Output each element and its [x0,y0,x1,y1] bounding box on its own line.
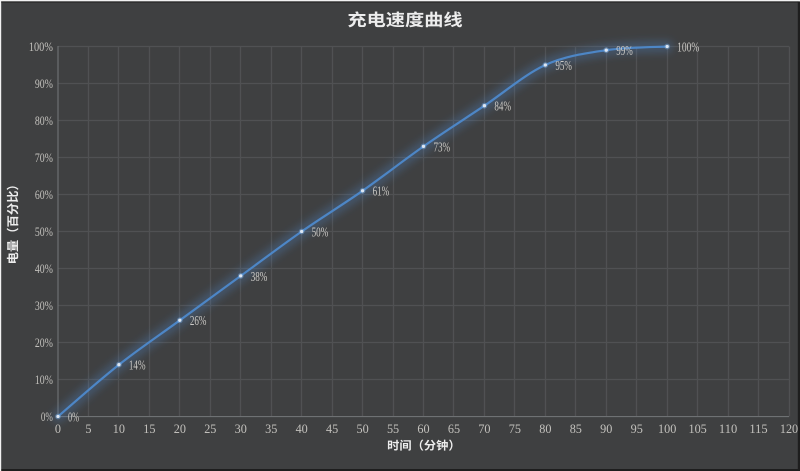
svg-text:90: 90 [600,422,612,436]
svg-text:120: 120 [780,422,798,436]
svg-text:115: 115 [749,422,767,436]
svg-text:25: 25 [204,422,216,436]
svg-text:75: 75 [509,422,521,436]
svg-text:85: 85 [570,422,582,436]
svg-text:65: 65 [448,422,460,436]
svg-text:38%: 38% [251,269,268,284]
svg-text:20: 20 [174,422,186,436]
svg-text:5: 5 [85,422,91,436]
svg-text:60%: 60% [35,187,53,202]
svg-text:35: 35 [265,422,277,436]
svg-text:30: 30 [235,422,247,436]
svg-text:90%: 90% [35,76,53,91]
svg-text:110: 110 [719,422,737,436]
svg-text:100: 100 [658,422,676,436]
svg-text:10: 10 [113,422,125,436]
svg-text:0%: 0% [41,409,53,424]
svg-text:95%: 95% [555,58,572,73]
svg-text:60: 60 [417,422,429,436]
svg-text:50%: 50% [312,224,329,239]
svg-text:14%: 14% [129,358,146,373]
svg-text:105: 105 [688,422,706,436]
svg-text:40%: 40% [35,261,53,276]
svg-text:0: 0 [55,422,61,436]
svg-text:20%: 20% [35,335,53,350]
svg-text:84%: 84% [494,99,511,114]
svg-text:50: 50 [356,422,368,436]
svg-text:0%: 0% [68,409,79,424]
svg-text:73%: 73% [434,139,451,154]
svg-text:15: 15 [143,422,155,436]
svg-text:80%: 80% [35,113,53,128]
svg-text:50%: 50% [35,224,53,239]
svg-text:61%: 61% [373,184,390,199]
svg-text:99%: 99% [616,43,633,58]
svg-text:40: 40 [296,422,308,436]
svg-text:55: 55 [387,422,399,436]
svg-text:80: 80 [539,422,551,436]
svg-text:95: 95 [631,422,643,436]
svg-text:30%: 30% [35,298,53,313]
svg-text:10%: 10% [35,372,53,387]
svg-text:70: 70 [478,422,490,436]
svg-text:100%: 100% [677,39,699,54]
svg-text:26%: 26% [190,313,207,328]
svg-text:70%: 70% [35,150,53,165]
svg-text:100%: 100% [29,39,53,54]
svg-text:45: 45 [326,422,338,436]
